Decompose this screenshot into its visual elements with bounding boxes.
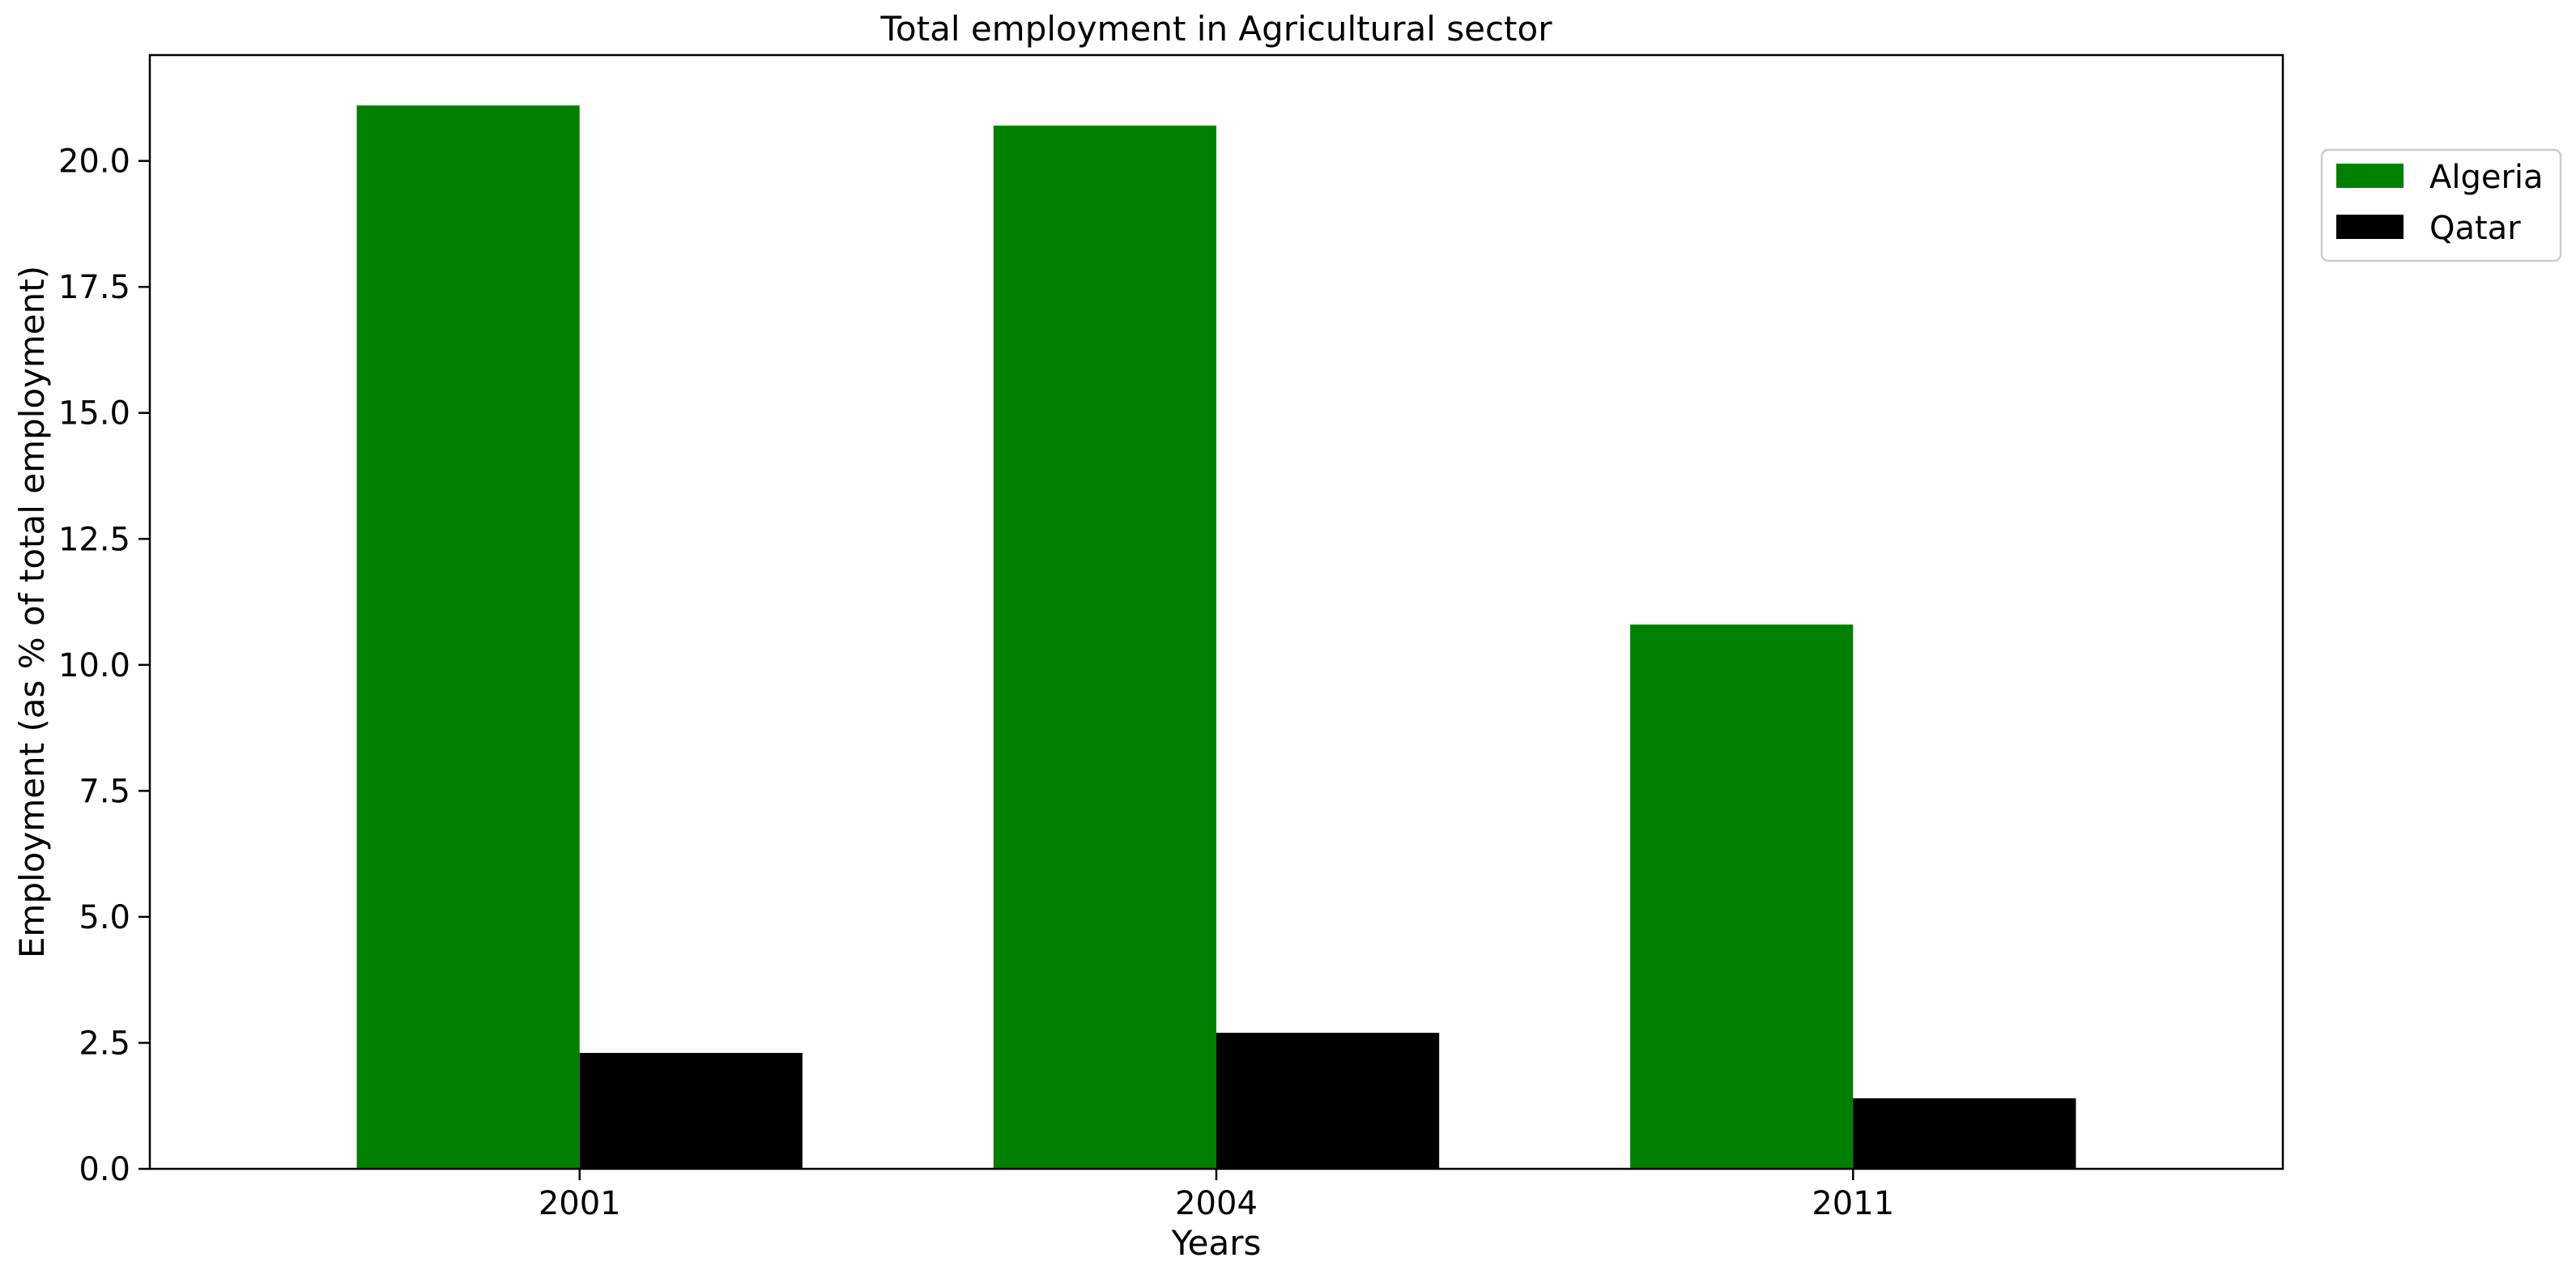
- bar-algeria-2004: [993, 126, 1216, 1170]
- y-axis-ticks: 0.0 2.5 5.0 7.5 10.0 12.5 15.0 17.5 20.0: [58, 143, 150, 1188]
- plot-area-frame: [148, 53, 2284, 1170]
- x-axis-label: Years: [1171, 1223, 1262, 1263]
- x-tick-label: 2004: [1175, 1185, 1258, 1222]
- bar-qatar-2001: [579, 1052, 803, 1169]
- x-axis-ticks: 2001 2004 2011: [539, 1169, 1894, 1222]
- legend-entries: Algeria Qatar: [2336, 159, 2544, 247]
- y-tick-label: 10.0: [58, 647, 130, 684]
- legend-swatch-qatar: [2336, 215, 2404, 239]
- y-tick-label: 15.0: [58, 395, 130, 433]
- bars-group: [356, 105, 2076, 1170]
- y-axis-label: Employment (as % of total employment): [12, 266, 52, 958]
- legend: Algeria Qatar: [2320, 148, 2562, 262]
- y-tick-label: 7.5: [79, 773, 130, 810]
- legend-swatch-algeria: [2336, 164, 2404, 188]
- y-tick-label: 20.0: [58, 143, 130, 181]
- chart-title: Total employment in Agricultural sector: [880, 9, 1553, 49]
- x-tick-label: 2011: [1812, 1185, 1894, 1222]
- bar-algeria-2001: [356, 105, 580, 1170]
- y-tick-label: 17.5: [58, 269, 130, 306]
- y-tick-label: 0.0: [79, 1151, 130, 1188]
- bar-qatar-2011: [1853, 1098, 2076, 1169]
- x-tick-label: 2001: [539, 1185, 621, 1222]
- bar-qatar-2004: [1216, 1033, 1440, 1169]
- y-tick-label: 5.0: [79, 899, 130, 936]
- bar-algeria-2011: [1630, 625, 1854, 1169]
- legend-label-algeria: Algeria: [2429, 159, 2544, 196]
- y-tick-label: 12.5: [58, 521, 130, 558]
- legend-label-qatar: Qatar: [2429, 210, 2521, 247]
- y-tick-label: 2.5: [79, 1025, 130, 1062]
